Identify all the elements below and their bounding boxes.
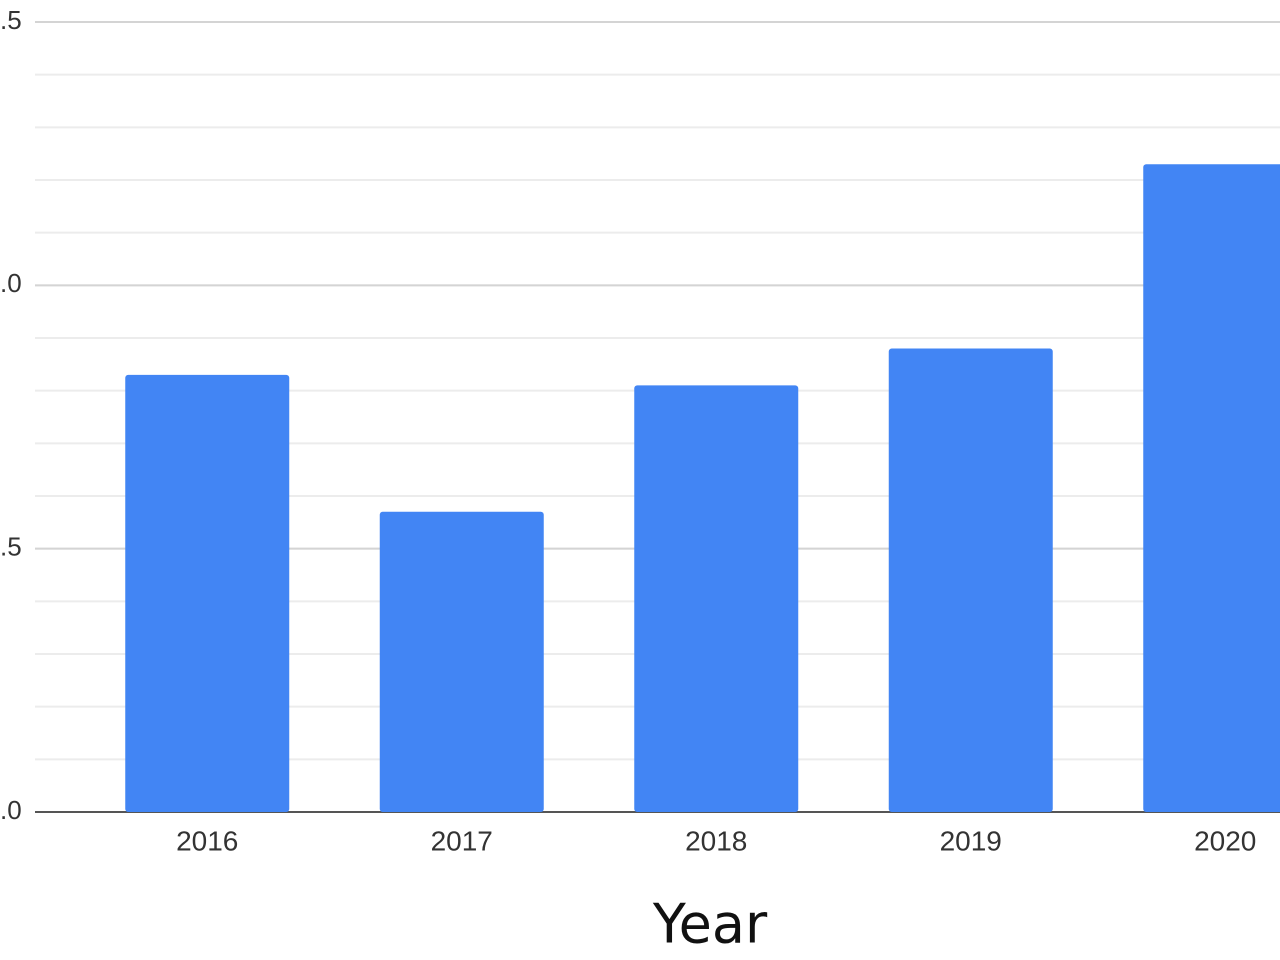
- bar: [379, 511, 544, 812]
- y-tick-label: .0: [0, 795, 22, 825]
- y-tick-label: .5: [0, 5, 22, 35]
- x-tick-label: 2018: [685, 825, 747, 856]
- x-tick-label: 2016: [176, 825, 238, 856]
- x-tick-label: 2017: [431, 825, 493, 856]
- y-tick-label: .5: [0, 532, 22, 562]
- bar: [1143, 164, 1280, 812]
- bar: [125, 374, 290, 812]
- x-axis-title: Year: [652, 893, 768, 956]
- bar: [634, 385, 799, 812]
- bar: [888, 348, 1053, 812]
- x-tick-label: 2019: [940, 825, 1002, 856]
- y-tick-label: .0: [0, 268, 22, 298]
- x-tick-label: 2020: [1194, 825, 1256, 856]
